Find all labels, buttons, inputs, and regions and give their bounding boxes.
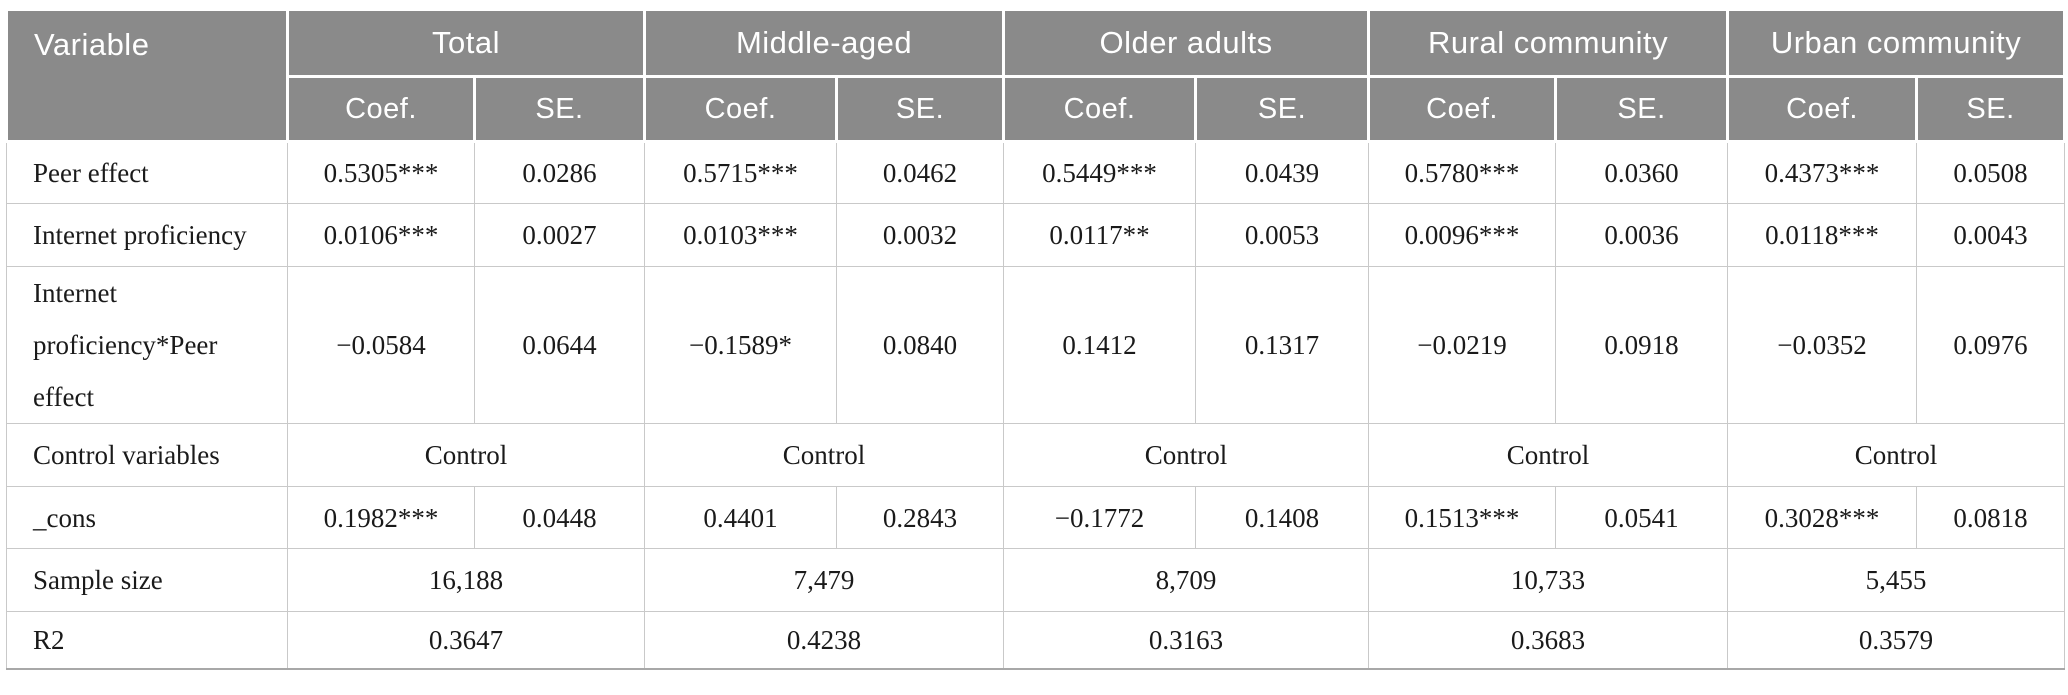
table-body: Peer effect 0.5305*** 0.0286 0.5715*** 0… (6, 141, 2066, 670)
table-cell: −0.0219 (1368, 266, 1557, 424)
table-cell: 0.0286 (473, 141, 646, 204)
group-header-total: Total (285, 8, 647, 78)
coef-subheader: Coef. (1367, 75, 1558, 143)
table-cell: 0.3579 (1727, 611, 2066, 670)
table-cell: 0.4238 (644, 611, 1005, 670)
table-cell: 0.0840 (836, 266, 1005, 424)
variable-column-header: Variable (5, 8, 289, 143)
table-cell: 0.1412 (1003, 266, 1197, 424)
table-cell: −0.0352 (1727, 266, 1918, 424)
table-cell: 0.0032 (836, 203, 1005, 267)
coef-subheader: Coef. (1002, 75, 1198, 143)
group-header-older-adults: Older adults (1002, 8, 1371, 78)
table-cell: 0.0439 (1195, 141, 1370, 204)
table-row: Peer effect 0.5305*** 0.0286 0.5715*** 0… (6, 141, 2066, 204)
table-cell: 0.1317 (1195, 266, 1370, 424)
table-cell: 0.5780*** (1368, 141, 1557, 204)
table-cell: 16,188 (286, 548, 646, 612)
table-cell: 0.0053 (1195, 203, 1370, 267)
table-cell: 0.0117** (1003, 203, 1197, 267)
table-cell: 0.3683 (1368, 611, 1729, 670)
table-header: Variable Total Middle-aged Older adults … (5, 8, 2067, 143)
se-subheader: SE. (1915, 75, 2067, 143)
table-cell: 0.4373*** (1727, 141, 1918, 204)
table-cell: 5,455 (1727, 548, 2066, 612)
se-subheader: SE. (1194, 75, 1371, 143)
group-header-middle-aged: Middle-aged (643, 8, 1006, 78)
table-row: _cons 0.1982*** 0.0448 0.4401 0.2843 −0.… (6, 486, 2066, 549)
table-cell: Control (286, 423, 646, 487)
table-row: Internet proficiency 0.0106*** 0.0027 0.… (6, 203, 2066, 267)
table-cell: 0.0118*** (1727, 203, 1918, 267)
table-cell: 0.0541 (1555, 486, 1729, 549)
table-cell: 0.0448 (473, 486, 646, 549)
table-cell: 0.0644 (473, 266, 646, 424)
se-subheader: SE. (472, 75, 647, 143)
table-cell: −0.0584 (287, 266, 475, 424)
group-header-rural-community: Rural community (1367, 8, 1730, 78)
table-cell: Control (1727, 423, 2066, 487)
table-cell: 0.0918 (1555, 266, 1729, 424)
table-row: R2 0.3647 0.4238 0.3163 0.3683 0.3579 (6, 611, 2066, 670)
table-cell: 0.0103*** (644, 203, 838, 267)
table-row: Sample size 16,188 7,479 8,709 10,733 5,… (6, 548, 2066, 612)
table-cell: Control (1368, 423, 1729, 487)
table-cell: 0.5715*** (644, 141, 838, 204)
table-cell: 7,479 (644, 548, 1005, 612)
table-cell: 0.3028*** (1727, 486, 1918, 549)
table-cell: 0.1982*** (287, 486, 475, 549)
table-cell: 0.2843 (836, 486, 1005, 549)
row-label-interaction: Internet proficiency*Peer effect (6, 266, 288, 424)
table-cell: 0.0462 (836, 141, 1005, 204)
table-cell: 0.0043 (1916, 203, 2066, 267)
row-label-sample-size: Sample size (6, 548, 288, 612)
table-cell: 0.4401 (644, 486, 838, 549)
table-cell: 10,733 (1368, 548, 1729, 612)
regression-results-table: Variable Total Middle-aged Older adults … (5, 8, 2067, 670)
row-label-internet-proficiency: Internet proficiency (6, 203, 288, 267)
table-row: Internet proficiency*Peer effect −0.0584… (6, 266, 2066, 424)
table-cell: −0.1589* (644, 266, 838, 424)
row-label-peer-effect: Peer effect (6, 141, 288, 204)
table-cell: 0.0096*** (1368, 203, 1557, 267)
table-cell: 0.1408 (1195, 486, 1370, 549)
se-subheader: SE. (1554, 75, 1730, 143)
table-cell: 8,709 (1003, 548, 1370, 612)
row-label-cons: _cons (6, 486, 288, 549)
table-cell: 0.0027 (473, 203, 646, 267)
table-cell: 0.0818 (1916, 486, 2066, 549)
table-cell: 0.5305*** (287, 141, 475, 204)
table-cell: Control (1003, 423, 1370, 487)
table-cell: 0.3163 (1003, 611, 1370, 670)
table-cell: 0.0360 (1555, 141, 1729, 204)
table-cell: −0.1772 (1003, 486, 1197, 549)
table-row: Control variables Control Control Contro… (6, 423, 2066, 487)
table-cell: 0.5449*** (1003, 141, 1197, 204)
coef-subheader: Coef. (643, 75, 839, 143)
group-header-row: Variable Total Middle-aged Older adults … (5, 8, 2067, 143)
group-header-urban-community: Urban community (1726, 8, 2067, 78)
coef-subheader: Coef. (286, 75, 476, 143)
row-label-control-variables: Control variables (6, 423, 288, 487)
table-cell: Control (644, 423, 1005, 487)
table-cell: 0.1513*** (1368, 486, 1557, 549)
table-cell: 0.0036 (1555, 203, 1729, 267)
table-cell: 0.0508 (1916, 141, 2066, 204)
coef-subheader: Coef. (1726, 75, 1919, 143)
table-cell: 0.0976 (1916, 266, 2066, 424)
se-subheader: SE. (835, 75, 1006, 143)
row-label-r2: R2 (6, 611, 288, 670)
table-cell: 0.3647 (286, 611, 646, 670)
table-cell: 0.0106*** (287, 203, 475, 267)
sub-header-row: Coef. SE. Coef. SE. Coef. SE. Coef. SE. … (7, 75, 2067, 143)
